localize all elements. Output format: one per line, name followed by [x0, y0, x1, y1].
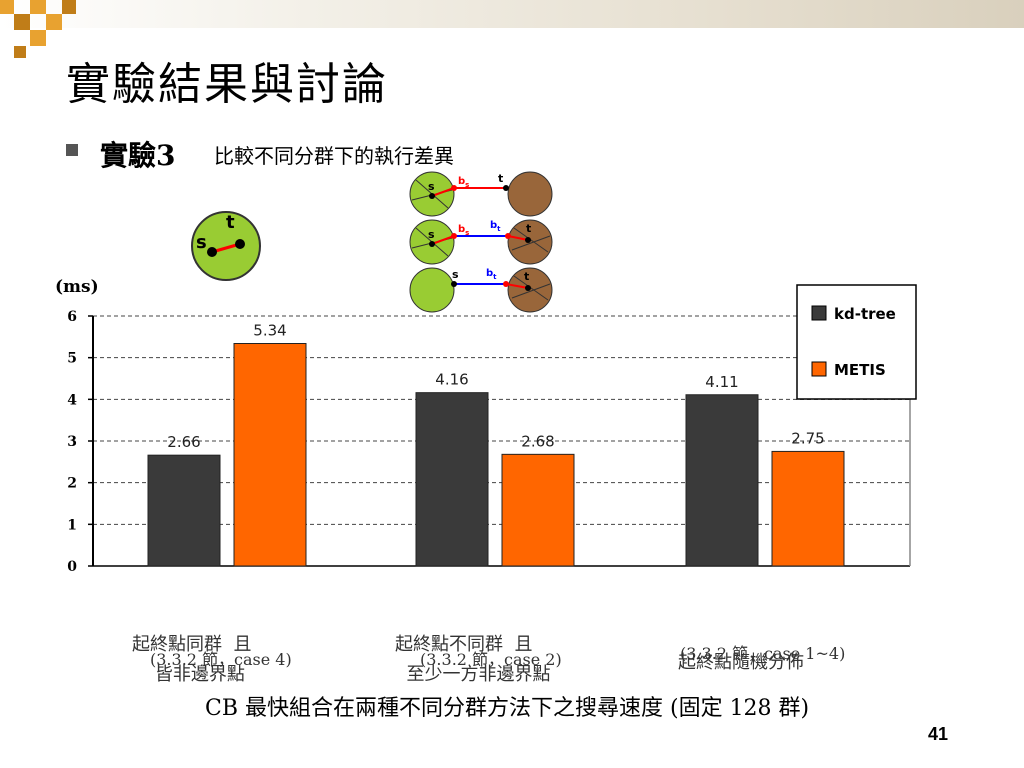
- legend-label-metis: METIS: [834, 361, 886, 379]
- start-node: [207, 247, 217, 257]
- path-line: [431, 235, 455, 245]
- end-label: t: [226, 212, 235, 233]
- end-label: t: [524, 270, 529, 283]
- start-label: s: [452, 268, 459, 281]
- cluster-circle: [409, 267, 455, 313]
- bar-value-label: 4.11: [705, 373, 738, 391]
- bullet-square-icon: [66, 144, 78, 156]
- end-label: t: [498, 172, 503, 185]
- category-label: 起終點不同群 且 至少一方非邊界點: [395, 634, 551, 685]
- header-decoration-band: [0, 0, 1024, 28]
- bar-metis: [771, 450, 845, 567]
- legend-label-kd-tree: kd-tree: [834, 305, 896, 323]
- chart-legend: kd-tree METIS: [796, 284, 917, 400]
- y-tick-label: 2: [67, 476, 77, 492]
- deco-square: [0, 0, 14, 14]
- bar-kd-tree: [147, 454, 221, 567]
- bar-value-label: 4.16: [435, 371, 468, 389]
- deco-square: [14, 14, 30, 30]
- deco-square: [14, 46, 26, 58]
- chart-caption: CB 最快組合在兩種不同分群方法下之搜尋速度 (固定 128 群): [205, 696, 810, 721]
- path-line: [507, 235, 529, 241]
- deco-square: [30, 30, 46, 46]
- legend-swatch-kd-tree: [811, 305, 827, 321]
- path-line: [431, 187, 455, 197]
- bar-value-label: 2.66: [167, 433, 200, 451]
- y-tick-label: 5: [67, 351, 77, 367]
- bar-value-label: 2.68: [521, 432, 554, 450]
- y-tick-label: 0: [67, 559, 77, 575]
- subtitle-description: 比較不同分群下的執行差異: [214, 144, 454, 168]
- start-label: s: [428, 180, 435, 193]
- different-cluster-diagram: s bs t s bs bt t s bt t: [409, 171, 553, 313]
- slide-title: 實驗結果與討論: [66, 59, 388, 110]
- deco-square: [62, 0, 76, 14]
- bar-value-label: 5.34: [253, 322, 286, 340]
- cluster-circle: [507, 171, 553, 217]
- end-label: t: [526, 222, 531, 235]
- category-label: 起終點同群 且 皆非邊界點: [132, 634, 252, 685]
- boundary-label: bs: [458, 176, 469, 189]
- deco-square: [30, 0, 46, 14]
- y-tick-label: 6: [67, 309, 77, 325]
- category-label: 起終點隨機分佈: [678, 652, 804, 673]
- boundary-label: bt: [486, 268, 497, 281]
- subtitle-experiment: 實驗3: [100, 139, 176, 172]
- start-label: s: [196, 232, 207, 253]
- boundary-label: bs: [458, 224, 469, 237]
- category-note: (3.3.2 節，case 1~4): [680, 644, 846, 663]
- y-axis-label: (ms): [55, 277, 99, 297]
- bar-kd-tree: [415, 392, 489, 567]
- y-tick-label: 3: [67, 434, 77, 450]
- bar-kd-tree: [685, 394, 759, 567]
- bar-chart: (ms) 0 1 2 3 4 5 6 2.66 4.16 4.11 5.34 2.68 2.75 kd…: [55, 277, 917, 575]
- bar-value-label: 2.75: [791, 429, 824, 447]
- end-node: [235, 239, 245, 249]
- bar-metis: [501, 453, 575, 567]
- deco-square: [46, 14, 62, 30]
- bar-metis: [233, 343, 307, 567]
- category-note: (3.3.2 節，case 4): [150, 650, 292, 669]
- legend-swatch-metis: [811, 361, 827, 377]
- path-line: [505, 283, 529, 289]
- page-number: 41: [928, 724, 949, 744]
- category-note: (3.3.2 節，case 2): [420, 650, 562, 669]
- y-tick-label: 1: [67, 517, 77, 533]
- y-tick-label: 4: [67, 392, 77, 408]
- same-cluster-diagram: s t: [191, 211, 261, 281]
- start-label: s: [428, 228, 435, 241]
- cluster-circle: [191, 211, 261, 281]
- boundary-label: bt: [490, 220, 501, 233]
